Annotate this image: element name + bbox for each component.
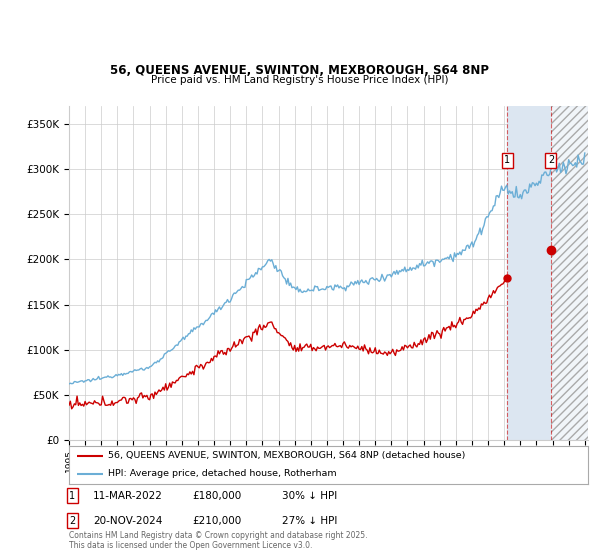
Text: 2: 2 [69,516,75,526]
Bar [551,106,588,440]
Text: 20-NOV-2024: 20-NOV-2024 [93,516,163,526]
Text: 27% ↓ HPI: 27% ↓ HPI [282,516,337,526]
Text: 1: 1 [69,491,75,501]
Text: £210,000: £210,000 [192,516,241,526]
Text: Contains HM Land Registry data © Crown copyright and database right 2025.
This d: Contains HM Land Registry data © Crown c… [69,530,367,550]
Bar [507,106,551,440]
Text: 11-MAR-2022: 11-MAR-2022 [93,491,163,501]
Text: 1: 1 [504,156,511,165]
Bar [551,106,588,440]
Text: 2: 2 [548,156,554,165]
Text: £180,000: £180,000 [192,491,241,501]
Text: 56, QUEENS AVENUE, SWINTON, MEXBOROUGH, S64 8NP: 56, QUEENS AVENUE, SWINTON, MEXBOROUGH, … [110,63,490,77]
Text: 30% ↓ HPI: 30% ↓ HPI [282,491,337,501]
Text: Price paid vs. HM Land Registry's House Price Index (HPI): Price paid vs. HM Land Registry's House … [151,75,449,85]
Bar [551,106,588,440]
Text: HPI: Average price, detached house, Rotherham: HPI: Average price, detached house, Roth… [108,469,337,478]
Text: 56, QUEENS AVENUE, SWINTON, MEXBOROUGH, S64 8NP (detached house): 56, QUEENS AVENUE, SWINTON, MEXBOROUGH, … [108,451,466,460]
